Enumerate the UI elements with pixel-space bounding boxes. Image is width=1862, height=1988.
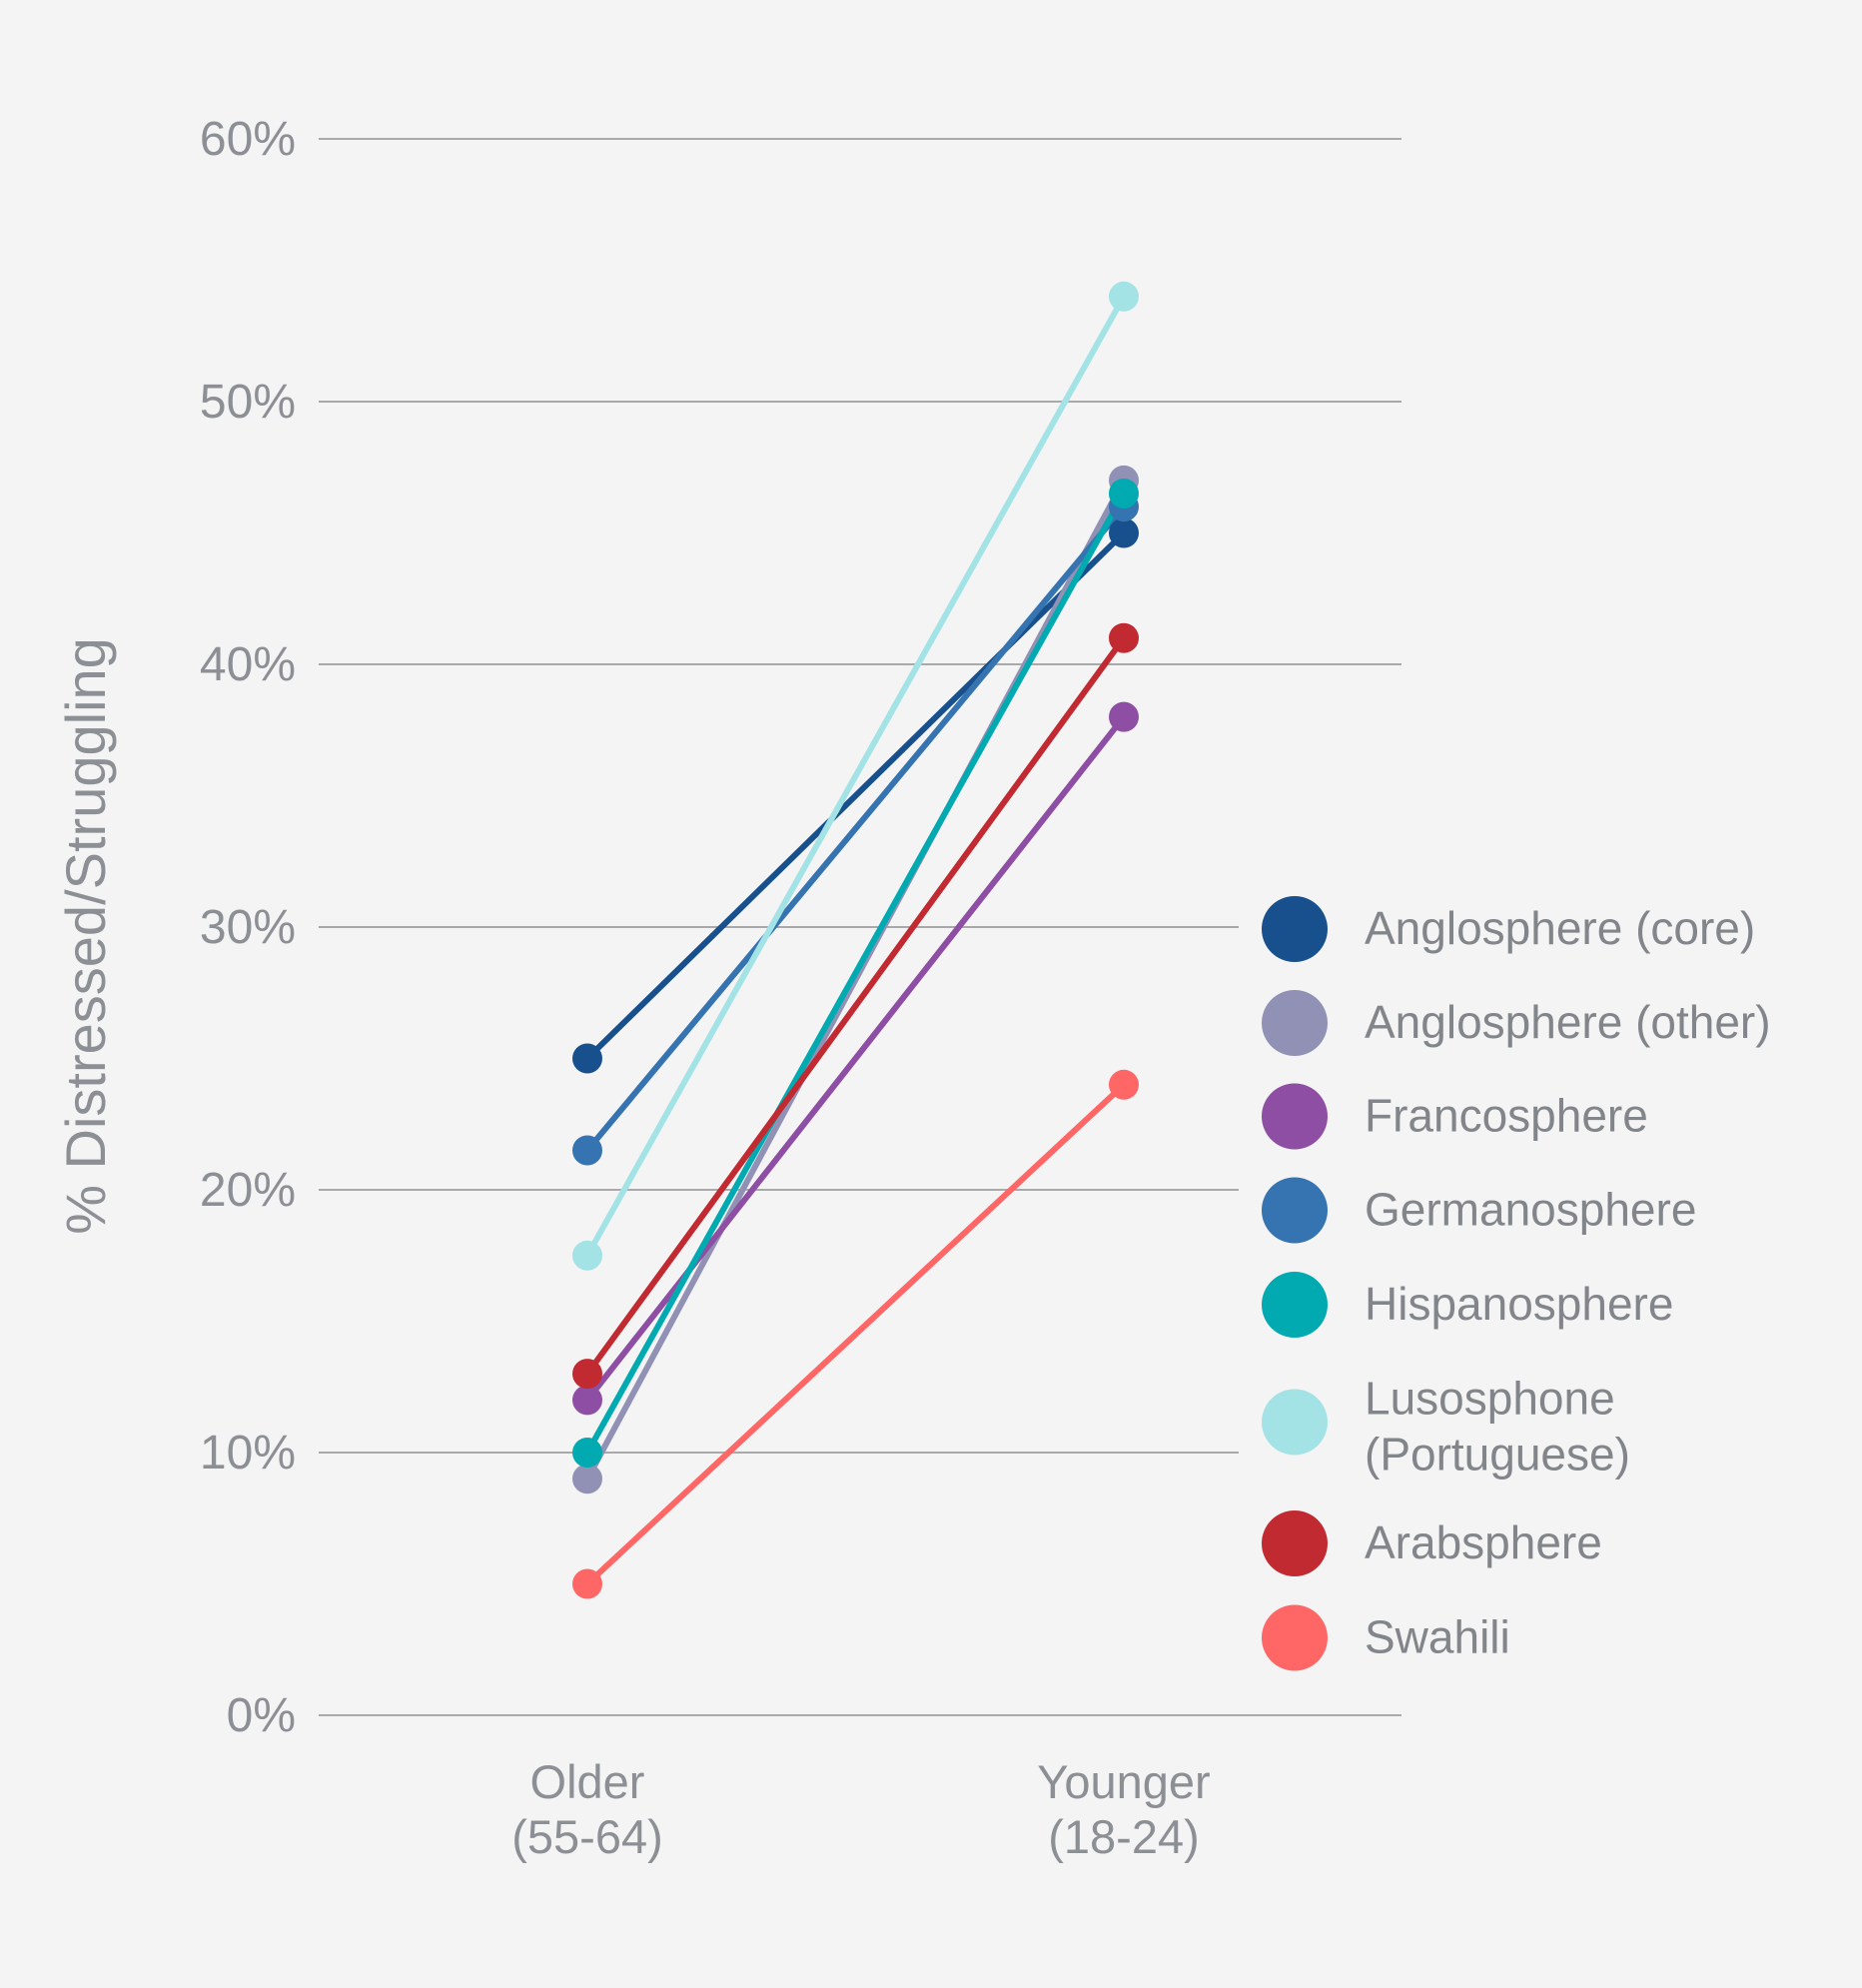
- svg-text:Anglosphere (other): Anglosphere (other): [1365, 996, 1771, 1048]
- svg-text:Francosphere: Francosphere: [1365, 1090, 1648, 1142]
- svg-text:Older: Older: [530, 1755, 645, 1808]
- svg-text:Younger: Younger: [1037, 1755, 1210, 1808]
- svg-text:0%: 0%: [227, 1689, 296, 1742]
- svg-text:(Portuguese): (Portuguese): [1365, 1429, 1630, 1481]
- svg-text:50%: 50%: [200, 376, 296, 429]
- svg-text:Swahili: Swahili: [1365, 1611, 1510, 1663]
- svg-text:20%: 20%: [200, 1164, 296, 1217]
- svg-text:Anglosphere (core): Anglosphere (core): [1365, 902, 1755, 954]
- svg-text:30%: 30%: [200, 901, 296, 954]
- svg-text:% Distressed/Struggling: % Distressed/Struggling: [54, 637, 117, 1235]
- svg-text:10%: 10%: [200, 1427, 296, 1480]
- svg-text:(55-64): (55-64): [511, 1810, 663, 1863]
- svg-text:Hispanosphere: Hispanosphere: [1365, 1278, 1673, 1330]
- svg-text:60%: 60%: [200, 113, 296, 166]
- svg-text:Arabsphere: Arabsphere: [1365, 1516, 1602, 1568]
- svg-text:(18-24): (18-24): [1048, 1810, 1200, 1863]
- svg-text:Germanosphere: Germanosphere: [1365, 1184, 1696, 1236]
- svg-text:40%: 40%: [200, 638, 296, 691]
- svg-text:Lusosphone: Lusosphone: [1365, 1373, 1615, 1425]
